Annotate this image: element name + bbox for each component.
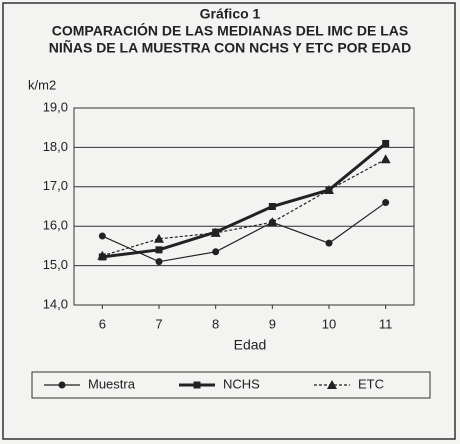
marker bbox=[98, 232, 106, 240]
marker bbox=[325, 239, 333, 247]
marker bbox=[58, 381, 66, 389]
legend-box bbox=[31, 371, 431, 399]
marker bbox=[97, 250, 108, 260]
marker bbox=[212, 248, 220, 256]
x-tick-label: 9 bbox=[269, 316, 276, 331]
marker bbox=[324, 184, 334, 194]
x-tick-label: 6 bbox=[99, 316, 106, 331]
marker bbox=[382, 139, 390, 147]
y-axis-label: k/m2 bbox=[28, 77, 56, 92]
legend-label: Muestra bbox=[88, 376, 136, 391]
marker bbox=[267, 217, 278, 227]
chart-subtitle: COMPARACIÓN DE LAS MEDIANAS DEL IMC DE L… bbox=[52, 22, 409, 39]
marker bbox=[155, 246, 163, 254]
series-line bbox=[102, 142, 387, 259]
frame bbox=[2, 2, 456, 440]
marker bbox=[268, 203, 276, 210]
marker bbox=[210, 227, 221, 237]
series-line bbox=[102, 158, 386, 257]
legend-label: ETC bbox=[358, 376, 384, 391]
plot-border bbox=[73, 107, 415, 306]
chart-title: Gráfico 1 bbox=[200, 6, 261, 22]
y-tick-label: 17,0 bbox=[43, 178, 68, 193]
marker bbox=[380, 154, 391, 164]
marker bbox=[382, 199, 390, 207]
y-tick-label: 15,0 bbox=[43, 257, 68, 272]
x-tick-label: 10 bbox=[322, 316, 336, 331]
marker bbox=[327, 380, 337, 389]
x-tick-label: 7 bbox=[155, 316, 162, 331]
chart-subtitle: NIÑAS DE LA MUESTRA CON NCHS Y ETC POR E… bbox=[49, 39, 411, 56]
marker bbox=[155, 258, 163, 266]
series-line bbox=[102, 202, 387, 263]
marker bbox=[193, 381, 201, 389]
x-tick-label: 8 bbox=[212, 316, 219, 331]
y-tick-label: 14,0 bbox=[43, 296, 68, 311]
x-axis-label: Edad bbox=[234, 337, 267, 353]
legend-label: NCHS bbox=[223, 376, 260, 391]
y-tick-label: 18,0 bbox=[43, 139, 68, 154]
y-tick-label: 16,0 bbox=[43, 218, 68, 233]
marker bbox=[154, 233, 164, 243]
y-tick-label: 19,0 bbox=[43, 99, 68, 114]
x-tick-label: 11 bbox=[379, 316, 393, 331]
